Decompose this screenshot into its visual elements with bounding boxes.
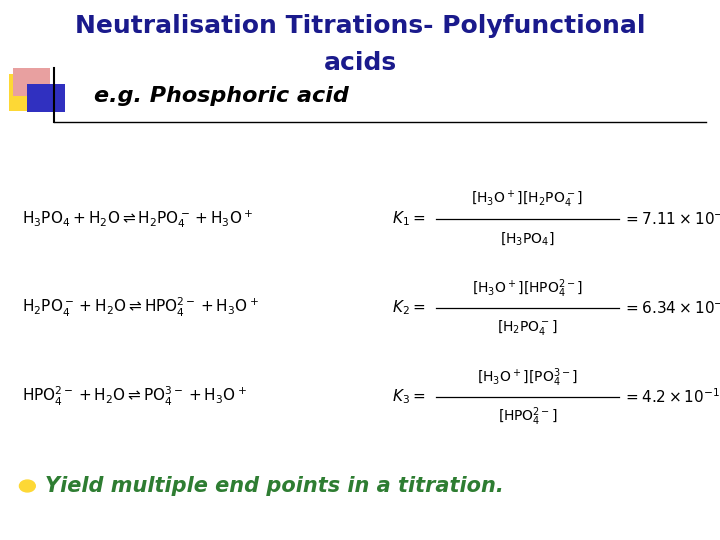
Text: $\mathrm{[H_3PO_4]}$: $\mathrm{[H_3PO_4]}$ [500, 230, 555, 247]
Text: $\mathrm{[H_2PO_4^-]}$: $\mathrm{[H_2PO_4^-]}$ [497, 318, 558, 337]
Text: $\mathrm{[HPO_4^{2-}]}$: $\mathrm{[HPO_4^{2-}]}$ [498, 405, 557, 428]
Text: $K_1 = $: $K_1 = $ [392, 210, 426, 228]
Text: $\mathrm{[H_3O^+][PO_4^{3-}]}$: $\mathrm{[H_3O^+][PO_4^{3-}]}$ [477, 366, 578, 389]
Text: $\mathrm{[H_3O^+][HPO_4^{2-}]}$: $\mathrm{[H_3O^+][HPO_4^{2-}]}$ [472, 277, 583, 300]
Text: Yield multiple end points in a titration.: Yield multiple end points in a titration… [45, 476, 503, 496]
Text: $\mathrm{[H_3O^+][H_2PO_4^-]}$: $\mathrm{[H_3O^+][H_2PO_4^-]}$ [472, 188, 583, 210]
Text: $K_2 = $: $K_2 = $ [392, 299, 426, 317]
Text: $= 6.34 \times 10^{-8}$: $= 6.34 \times 10^{-8}$ [623, 299, 720, 317]
Text: $= 4.2 \times 10^{-13}$: $= 4.2 \times 10^{-13}$ [623, 388, 720, 406]
Text: e.g. Phosphoric acid: e.g. Phosphoric acid [94, 86, 348, 106]
Text: $= 7.11 \times 10^{-3}$: $= 7.11 \times 10^{-3}$ [623, 210, 720, 228]
Text: $K_3 = $: $K_3 = $ [392, 388, 426, 406]
Bar [9, 74, 50, 111]
Text: Neutralisation Titrations- Polyfunctional: Neutralisation Titrations- Polyfunctiona… [75, 14, 645, 37]
Bar [13, 68, 50, 96]
Text: $\mathrm{H_2PO_4^- + H_2O \rightleftharpoons HPO_4^{2-} + H_3O^+}$: $\mathrm{H_2PO_4^- + H_2O \rightleftharp… [22, 296, 258, 319]
Circle shape [19, 480, 35, 492]
Text: $\mathrm{H_3PO_4 + H_2O \rightleftharpoons H_2PO_4^- + H_3O^+}$: $\mathrm{H_3PO_4 + H_2O \rightleftharpoo… [22, 208, 253, 230]
Text: acids: acids [323, 51, 397, 75]
Bar [27, 84, 65, 112]
Text: $\mathrm{HPO_4^{2-} + H_2O \rightleftharpoons PO_4^{3-} + H_3O^+}$: $\mathrm{HPO_4^{2-} + H_2O \rightlefthar… [22, 386, 246, 408]
